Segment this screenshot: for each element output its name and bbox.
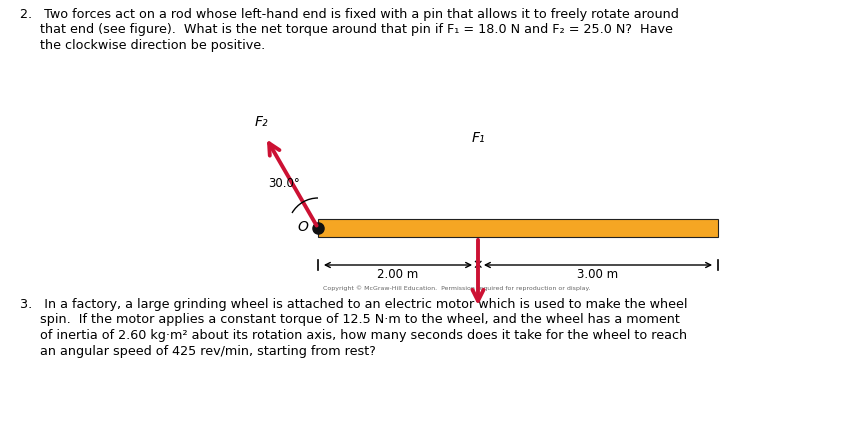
Text: Copyright © McGraw-Hill Education.  Permission required for reproduction or disp: Copyright © McGraw-Hill Education. Permi… xyxy=(323,285,590,291)
Text: F₁: F₁ xyxy=(471,131,485,145)
Text: 3.00 m: 3.00 m xyxy=(577,268,619,281)
Bar xyxy=(318,219,718,237)
Text: 30.0°: 30.0° xyxy=(269,177,300,190)
Text: of inertia of 2.60 kg·m² about its rotation axis, how many seconds does it take : of inertia of 2.60 kg·m² about its rotat… xyxy=(20,329,687,342)
Text: an angular speed of 425 rev/min, starting from rest?: an angular speed of 425 rev/min, startin… xyxy=(20,345,376,357)
Text: F₂: F₂ xyxy=(255,115,269,129)
Text: spin.  If the motor applies a constant torque of 12.5 N·m to the wheel, and the : spin. If the motor applies a constant to… xyxy=(20,314,680,326)
Text: that end (see figure).  What is the net torque around that pin if F₁ = 18.0 N an: that end (see figure). What is the net t… xyxy=(20,23,673,37)
Text: the clockwise direction be positive.: the clockwise direction be positive. xyxy=(20,39,265,52)
Text: O: O xyxy=(297,220,308,234)
Text: 2.   Two forces act on a rod whose left-hand end is fixed with a pin that allows: 2. Two forces act on a rod whose left-ha… xyxy=(20,8,679,21)
Text: 2.00 m: 2.00 m xyxy=(378,268,419,281)
Text: ✕: ✕ xyxy=(473,259,483,271)
Text: 3.   In a factory, a large grinding wheel is attached to an electric motor which: 3. In a factory, a large grinding wheel … xyxy=(20,298,687,311)
